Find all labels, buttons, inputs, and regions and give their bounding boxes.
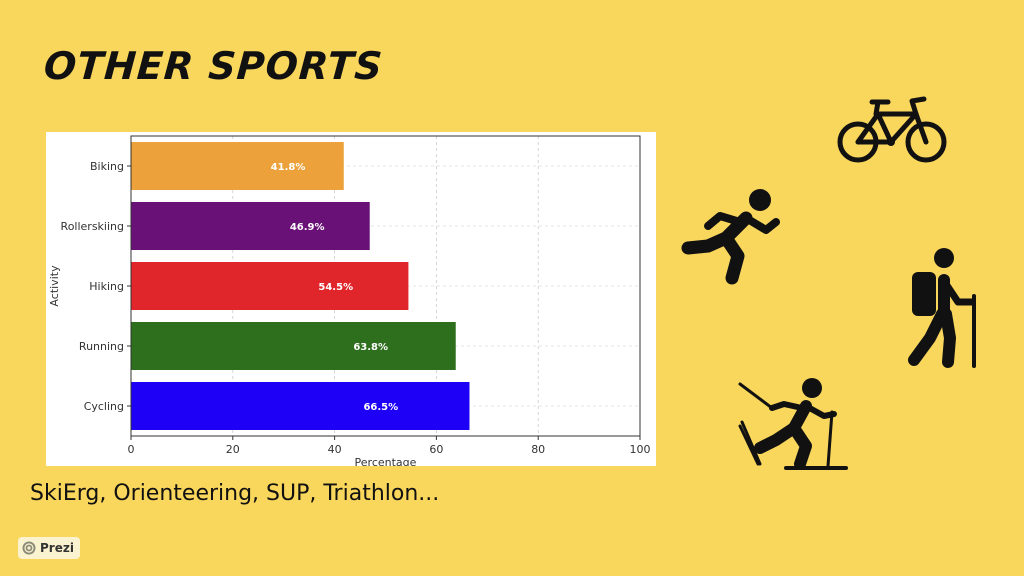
y-tick-label: Rollerskiing [61, 220, 124, 233]
x-tick-label: 20 [226, 443, 240, 456]
x-tick-label: 40 [328, 443, 342, 456]
bar-value-label: 66.5% [363, 402, 398, 413]
x-axis-label: Percentage [355, 456, 417, 466]
prezi-badge[interactable]: Prezi [18, 537, 80, 559]
y-tick-label: Hiking [89, 280, 124, 293]
y-tick-label: Running [79, 340, 124, 353]
bar-value-label: 46.9% [290, 222, 325, 233]
bar-hiking [131, 262, 409, 310]
bar-running [131, 322, 456, 370]
bar-rollerskiing [131, 202, 370, 250]
bar-biking [131, 142, 344, 190]
bar-chart: 0 20 40 60 80 100 41.8% Biking 46.9% Rollerskiing… [46, 132, 656, 466]
bicycle-icon [837, 96, 947, 163]
x-tick-label: 0 [128, 443, 135, 456]
y-axis-label: Activity [48, 265, 61, 307]
x-tick-label: 60 [429, 443, 443, 456]
x-tick-label: 80 [531, 443, 545, 456]
slide-title: OTHER SPORTS [42, 44, 385, 88]
x-tick-label: 100 [630, 443, 651, 456]
plot-frame [130, 135, 641, 437]
y-tick-label: Biking [90, 160, 124, 173]
prezi-label: Prezi [40, 541, 74, 555]
running-person-icon [681, 189, 780, 285]
bar-cycling [131, 382, 470, 430]
chart-svg: 0 20 40 60 80 100 41.8% Biking 46.9% Rollerskiing… [48, 135, 651, 466]
hiker-icon [908, 248, 976, 368]
footer-text: SkiErg, Orienteering, SUP, Triathlon... [30, 481, 440, 506]
bar-value-label: 41.8% [271, 162, 306, 173]
bar-value-label: 63.8% [353, 342, 388, 353]
y-tick-label: Cycling [84, 400, 124, 413]
bar-value-label: 54.5% [318, 282, 353, 293]
prezi-logo-icon [22, 541, 36, 555]
cross-country-skier-icon [738, 378, 848, 470]
